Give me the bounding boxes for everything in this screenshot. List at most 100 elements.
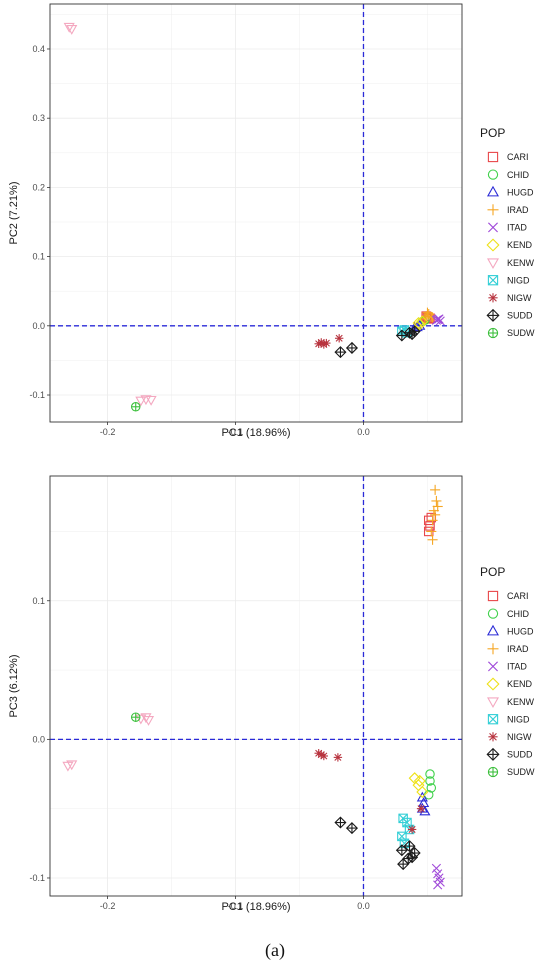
data-point (333, 753, 343, 762)
legend-key (486, 697, 500, 709)
y-axis-label: PC3 (6.12%) (8, 655, 20, 718)
data-point (66, 25, 78, 35)
legend-item-kenw: KENW (486, 258, 535, 270)
legend-key (487, 275, 499, 286)
legend-item-cari: CARI (487, 590, 529, 602)
data-point (427, 534, 438, 545)
legend-key (488, 222, 498, 233)
series-itad (431, 863, 445, 890)
legend-label: HUGD (507, 626, 534, 636)
data-point (426, 783, 437, 793)
legend-key (487, 608, 499, 619)
pca-panel-2: -0.2 -0.1 0.0 -0.1 0.0 0.1 PC1 (18.96%) PC3 (6.… (8, 475, 535, 913)
data-point (430, 509, 441, 520)
legend-key (487, 169, 499, 180)
data-point (433, 880, 443, 890)
legend-label: SUDD (507, 311, 533, 321)
data-point (431, 495, 442, 506)
legend-item-irad: IRAD (487, 204, 529, 216)
legend-key (486, 185, 500, 197)
y-tick-label: 0.1 (32, 252, 45, 262)
data-point (145, 395, 157, 406)
series-kend (408, 772, 429, 799)
legend-key (487, 327, 499, 339)
legend-label: KEND (507, 240, 533, 250)
y-tick-label: 0.3 (32, 113, 45, 123)
legend-item-hugd: HUGD (486, 185, 534, 197)
data-point (66, 760, 78, 771)
legend-label: SUDD (507, 750, 533, 760)
plot-area (50, 4, 462, 422)
legend-label: IRAD (507, 644, 529, 654)
data-point (432, 501, 443, 512)
legend-item-sudw: SUDW (487, 327, 535, 339)
data-point (322, 338, 331, 348)
data-point (319, 751, 329, 761)
data-point (140, 713, 152, 724)
series-itad (431, 314, 445, 326)
data-point (416, 804, 426, 813)
series-nigw (314, 749, 426, 834)
data-point (395, 844, 408, 857)
data-point (427, 515, 438, 526)
y-tick-label: 0.4 (32, 44, 45, 54)
y-tick-label: 0.1 (32, 596, 45, 606)
data-point (135, 714, 147, 725)
series-sudw (130, 712, 141, 722)
data-point (345, 822, 358, 835)
legend-key (487, 643, 499, 655)
y-tick-label: -0.1 (29, 873, 45, 883)
data-point (422, 307, 433, 318)
legend-key (487, 590, 499, 602)
legend-item-sudd: SUDD (486, 747, 533, 761)
data-point (416, 786, 429, 799)
legend-label: KEND (507, 679, 533, 689)
legend-label: CARI (507, 152, 529, 162)
legend-label: ITAD (507, 223, 527, 233)
data-point (334, 334, 344, 343)
data-point (433, 314, 443, 325)
legend-key (487, 151, 499, 163)
data-point (334, 816, 347, 829)
legend-label: NIGW (507, 293, 532, 303)
series-sudd (334, 325, 421, 359)
pca-panel-1: -0.2 -0.1 0.0 -0.1 0.0 0.1 0.2 0.3 0.4 PC1 (18.96… (8, 3, 535, 439)
figure-caption: (a) (265, 940, 285, 960)
data-point (130, 402, 141, 412)
series-kenw (62, 713, 155, 772)
legend-key (486, 747, 500, 761)
y-tick-label: 0.0 (32, 734, 45, 744)
legend-key (486, 677, 500, 691)
series-sudw (130, 402, 141, 412)
legend-key (486, 308, 500, 322)
legend-item-kenw: KENW (486, 697, 535, 709)
data-point (408, 325, 421, 338)
legend-key (488, 293, 498, 303)
legend-key (488, 661, 498, 672)
data-point (403, 840, 416, 853)
legend-item-chid: CHID (487, 169, 529, 180)
data-point (408, 847, 421, 860)
x-tick-label: -0.1 (228, 901, 244, 911)
legend-label: CHID (507, 609, 529, 619)
legend-label: NIGW (507, 732, 532, 742)
data-point (435, 316, 445, 326)
legend-label: NIGD (507, 275, 530, 285)
x-axis-label: PC1 (18.96%) (221, 427, 290, 439)
data-point (398, 813, 408, 824)
legend-label: CARI (507, 591, 529, 601)
legend-label: SUDW (507, 767, 535, 777)
series-sudd (334, 816, 421, 871)
legend-key (487, 714, 499, 725)
legend-key (486, 624, 500, 636)
data-point (407, 825, 417, 834)
data-point (63, 22, 75, 33)
data-point (431, 863, 441, 873)
y-tick-label: 0.2 (32, 182, 45, 192)
legend-label: NIGD (507, 714, 530, 724)
legend-item-cari: CARI (487, 151, 529, 163)
legend-item-irad: IRAD (487, 643, 529, 655)
x-axis-label: PC1 (18.96%) (221, 901, 290, 913)
plot-border (49, 475, 463, 897)
